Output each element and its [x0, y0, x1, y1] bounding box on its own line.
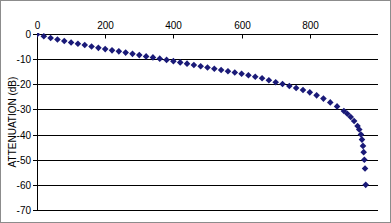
point [75, 41, 82, 48]
x-tick-label: 600 [234, 20, 251, 31]
point [266, 77, 273, 84]
point [109, 47, 116, 54]
point [293, 85, 300, 92]
point [41, 33, 48, 40]
x-tick-label: 400 [165, 20, 182, 31]
point [136, 52, 143, 59]
y-tick [33, 109, 37, 110]
y-tick [33, 34, 37, 35]
point [116, 48, 123, 55]
point [327, 99, 334, 106]
grid-line [37, 109, 378, 110]
data-points [37, 33, 369, 188]
y-tick-label: 0 [25, 29, 31, 40]
y-tick-label: -20 [17, 79, 32, 90]
point [143, 53, 150, 60]
y-tick-label: -10 [17, 54, 32, 65]
point [360, 143, 367, 150]
point [356, 126, 363, 133]
point [37, 33, 40, 38]
grid-line [37, 84, 378, 85]
point [163, 57, 170, 64]
point [238, 70, 245, 77]
point [191, 62, 198, 69]
y-tick [33, 84, 37, 85]
x-tick-label: 0 [35, 20, 41, 31]
point [184, 60, 191, 67]
point [211, 65, 218, 72]
point [361, 156, 368, 163]
point [231, 69, 238, 76]
point [359, 136, 366, 143]
x-tick-label: 200 [97, 20, 114, 31]
y-tick [33, 135, 37, 136]
y-tick [33, 160, 37, 161]
point [362, 182, 369, 189]
y-tick-label: -70 [17, 205, 32, 216]
y-axis-title: ATTENUATION (dB) [7, 77, 18, 168]
point [129, 51, 136, 58]
point [122, 49, 129, 56]
point [177, 59, 184, 66]
grid-line [37, 59, 378, 60]
point [307, 89, 314, 96]
y-tick-label: -50 [17, 155, 32, 166]
grid-line [37, 210, 378, 211]
point [300, 87, 307, 94]
point [88, 43, 95, 50]
point [313, 92, 320, 99]
point [47, 35, 54, 42]
point [156, 55, 163, 62]
point [81, 42, 88, 49]
grid-line [37, 185, 378, 186]
point [279, 81, 286, 88]
point [68, 39, 75, 46]
point [150, 54, 157, 61]
grid-line [37, 34, 378, 35]
point [170, 58, 177, 65]
point [197, 63, 204, 70]
point [54, 36, 61, 43]
y-tick-label: -60 [17, 180, 32, 191]
point [218, 67, 225, 74]
point [334, 103, 341, 110]
point [351, 118, 358, 125]
x-tick [105, 35, 106, 39]
y-axis [37, 34, 38, 210]
point [95, 45, 102, 52]
chart-border [1, 1, 391, 223]
x-axis [37, 34, 378, 35]
x-tick [173, 35, 174, 39]
y-tick-label: -30 [17, 104, 32, 115]
point [102, 46, 109, 53]
point [360, 149, 367, 156]
y-tick-label: -40 [17, 130, 32, 141]
point [245, 72, 252, 79]
chart: 0 -10 -20 -30 -40 -50 -60 -70 0 200 400 600 800 ATTEN… [0, 0, 391, 223]
point [272, 79, 279, 86]
point [225, 68, 232, 75]
point [286, 83, 293, 90]
grid-line [37, 160, 378, 161]
x-tick [242, 35, 243, 39]
point [259, 75, 266, 82]
x-tick [310, 35, 311, 39]
point [320, 95, 327, 102]
y-tick [33, 210, 37, 211]
point [252, 73, 259, 80]
point [61, 38, 68, 45]
point [358, 131, 365, 138]
y-tick [33, 185, 37, 186]
y-tick [33, 59, 37, 60]
x-tick-label: 800 [302, 20, 319, 31]
grid-line [37, 135, 378, 136]
point [362, 165, 369, 172]
point [204, 64, 211, 71]
